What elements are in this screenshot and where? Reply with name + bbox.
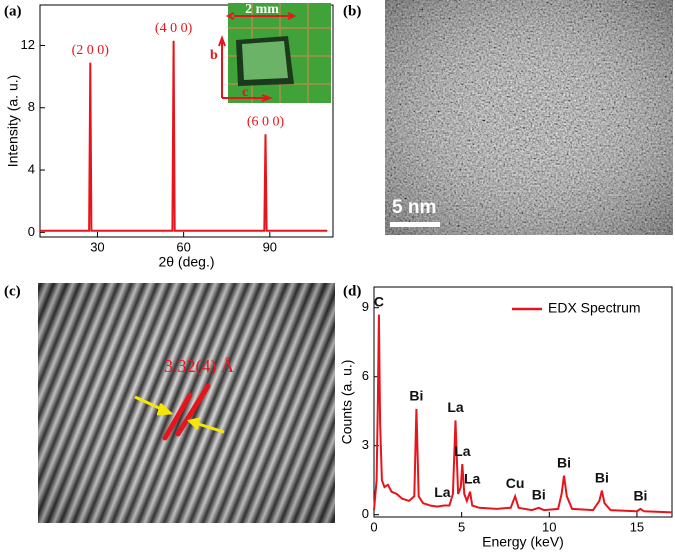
y-tick-label: 0 bbox=[362, 506, 369, 521]
inset-photo: 2 mm b c bbox=[210, 2, 331, 103]
peak-label: (2 0 0) bbox=[72, 43, 110, 58]
peak-label: C bbox=[374, 293, 384, 309]
x-axis-label: Energy (keV) bbox=[482, 534, 564, 550]
peak-label: Bi bbox=[557, 454, 571, 470]
panel-d: 0 5 10 15 0 3 6 9 Energy (keV) Counts (a. u.) EDX … bbox=[339, 286, 673, 550]
y-tick-label: 3 bbox=[362, 437, 369, 452]
inset-axis: c bbox=[242, 85, 248, 100]
x-axis-label: 2θ (deg.) bbox=[158, 254, 214, 270]
y-tick-label: 0 bbox=[28, 224, 35, 239]
x-tick-label: 0 bbox=[370, 519, 377, 534]
peak-label: La bbox=[434, 484, 451, 500]
legend-label: EDX Spectrum bbox=[548, 300, 641, 316]
panel-label: (b) bbox=[343, 3, 361, 19]
peak-label: Cu bbox=[506, 475, 525, 491]
x-tick-label: 10 bbox=[542, 519, 556, 534]
plot-frame bbox=[373, 286, 673, 518]
peak-label: (4 0 0) bbox=[155, 21, 193, 36]
x-tick-label: 30 bbox=[90, 239, 104, 254]
peak-label: Bi bbox=[633, 488, 647, 504]
tem-image: 5 nm bbox=[385, 0, 673, 235]
spacing-label: 3.32(4) Å bbox=[164, 356, 234, 377]
panel-label: (a) bbox=[4, 3, 22, 19]
x-tick-label: 5 bbox=[458, 519, 465, 534]
panel-label: (d) bbox=[343, 283, 361, 299]
peak-label: La bbox=[464, 470, 481, 486]
plot-frame bbox=[39, 4, 334, 238]
scale-bar-label: 5 nm bbox=[392, 197, 436, 218]
peak-label: La bbox=[447, 399, 464, 415]
panel-a: 30 60 90 0 4 8 12 2θ (deg.) Intensity (a. u.) (2 … bbox=[5, 4, 334, 270]
y-axis-label: Counts (a. u.) bbox=[339, 360, 355, 445]
peak-label: La bbox=[454, 443, 471, 459]
y-axis-label: Intensity (a. u.) bbox=[5, 75, 21, 168]
x-tick-label: 60 bbox=[176, 239, 190, 254]
data-line bbox=[40, 40, 328, 232]
peak-label: Bi bbox=[532, 487, 546, 503]
x-tick-label: 15 bbox=[630, 519, 644, 534]
y-tick-label: 4 bbox=[28, 161, 35, 176]
data-line bbox=[373, 314, 673, 514]
peak-label: (6 0 0) bbox=[247, 114, 285, 129]
y-tick-label: 6 bbox=[362, 368, 369, 383]
x-tick-label: 90 bbox=[263, 239, 277, 254]
peak-label: Bi bbox=[409, 388, 423, 404]
y-tick-label: 12 bbox=[21, 37, 35, 52]
panel-label: (c) bbox=[4, 283, 21, 299]
inset-scale: 2 mm bbox=[245, 2, 279, 17]
y-tick-label: 9 bbox=[362, 299, 369, 314]
inset-axis: b bbox=[210, 48, 218, 63]
peak-label: Bi bbox=[595, 469, 609, 485]
y-tick-label: 8 bbox=[28, 99, 35, 114]
fft-image: 3.32(4) Å bbox=[38, 283, 335, 523]
